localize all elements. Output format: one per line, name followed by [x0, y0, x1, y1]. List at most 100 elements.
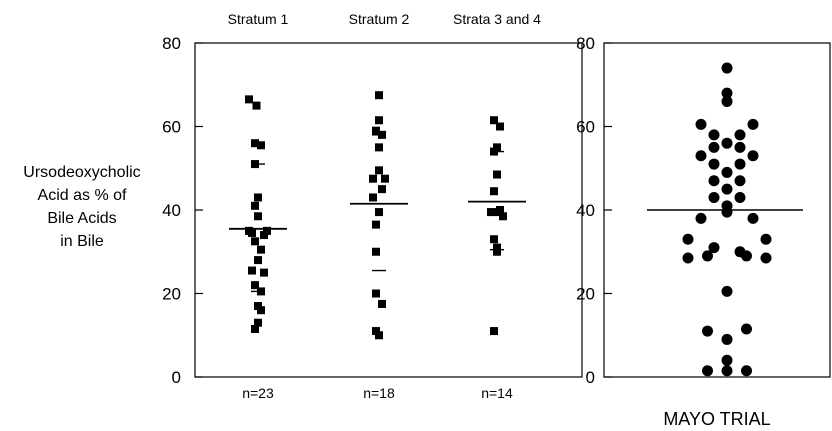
y-axis-label: Ursodeoxycholic Acid as % of Bile Acids in … — [23, 164, 140, 250]
data-point — [721, 206, 733, 218]
data-point — [248, 228, 256, 237]
data-point — [378, 130, 386, 139]
data-point — [493, 170, 501, 179]
data-point — [721, 183, 733, 195]
data-point — [721, 285, 733, 297]
data-point — [708, 175, 720, 187]
data-point — [721, 354, 733, 366]
data-point — [741, 250, 752, 262]
data-point — [372, 126, 380, 135]
y-axis-label-line: in Bile — [60, 233, 104, 250]
data-point — [682, 233, 694, 245]
data-point — [372, 220, 380, 229]
data-point — [254, 193, 262, 202]
y-axis-label-line: Ursodeoxycholic — [23, 164, 140, 181]
data-point — [257, 245, 265, 254]
data-point — [378, 185, 386, 194]
data-point — [734, 175, 746, 187]
data-point — [493, 243, 501, 252]
data-point — [490, 327, 498, 336]
column-header: Stratum 1 — [228, 11, 289, 27]
data-point — [375, 331, 383, 340]
data-point — [499, 212, 507, 221]
data-point — [254, 256, 262, 265]
strata-column-headers: Stratum 1 Stratum 2 Strata 3 and 4 — [228, 11, 542, 27]
data-point — [721, 95, 733, 107]
data-point — [702, 250, 713, 262]
data-point — [372, 289, 380, 298]
data-point — [372, 247, 380, 256]
mayo-data-points — [682, 62, 772, 377]
data-point — [251, 201, 259, 210]
data-point — [734, 191, 746, 203]
y-axis-label-line: Bile Acids — [47, 210, 116, 227]
y-tick-label: 40 — [162, 201, 181, 220]
data-point — [734, 141, 746, 153]
data-point — [257, 141, 265, 150]
data-point — [369, 174, 377, 183]
data-point — [251, 324, 259, 333]
data-point — [708, 242, 720, 254]
data-point — [682, 252, 694, 264]
data-point — [747, 118, 759, 130]
column-header: Stratum 2 — [349, 11, 410, 27]
mayo-panel: 0 20 40 60 80 MAYO TRIAL — [576, 34, 831, 429]
sample-size-label: n=23 — [242, 385, 274, 401]
data-point — [251, 139, 259, 148]
data-point — [375, 116, 383, 125]
data-point — [372, 327, 380, 336]
data-point — [734, 129, 746, 141]
data-point — [251, 160, 259, 169]
data-point — [760, 252, 772, 264]
mayo-y-axis: 0 20 40 60 80 — [576, 34, 612, 387]
data-point — [741, 323, 752, 335]
data-point — [251, 281, 259, 290]
strata-data-points — [245, 91, 507, 340]
data-point — [381, 174, 389, 183]
strata-panel: 0 20 40 60 80 Stratum 1 Stratum 2 Strata 3 and… — [162, 11, 583, 401]
data-point — [487, 208, 495, 217]
data-point — [734, 158, 746, 170]
y-tick-label: 60 — [576, 118, 595, 137]
data-point — [252, 101, 261, 110]
data-point — [245, 95, 253, 104]
data-point — [695, 150, 707, 162]
data-point — [702, 325, 713, 337]
data-point — [251, 237, 259, 246]
y-tick-label: 40 — [576, 201, 595, 220]
data-point — [257, 287, 265, 296]
data-point — [702, 365, 713, 377]
data-point — [248, 266, 256, 275]
data-point — [721, 333, 733, 345]
data-point — [721, 87, 733, 99]
data-point — [375, 208, 383, 217]
data-point — [747, 150, 759, 162]
data-point — [708, 158, 720, 170]
data-point — [490, 187, 498, 196]
data-point — [721, 137, 733, 149]
data-point — [490, 147, 498, 156]
y-tick-label: 60 — [162, 118, 181, 137]
data-point — [760, 233, 772, 245]
data-point — [695, 212, 707, 224]
data-point — [493, 247, 501, 256]
mayo-trial-title: MAYO TRIAL — [663, 409, 770, 429]
data-point — [721, 62, 733, 74]
data-point — [254, 318, 262, 327]
data-point — [257, 306, 265, 315]
data-point — [260, 268, 268, 277]
data-point — [496, 122, 504, 131]
data-point — [263, 226, 271, 235]
data-point — [496, 206, 504, 214]
data-point — [493, 143, 501, 152]
y-tick-label: 80 — [576, 34, 595, 53]
data-point — [254, 302, 262, 311]
column-header: Strata 3 and 4 — [453, 11, 541, 27]
data-point — [708, 191, 720, 203]
y-tick-label: 0 — [172, 368, 181, 387]
data-point — [708, 141, 720, 153]
data-point — [721, 166, 733, 178]
strata-y-axis: 0 20 40 60 80 — [162, 34, 203, 387]
sample-size-label: n=18 — [363, 385, 395, 401]
